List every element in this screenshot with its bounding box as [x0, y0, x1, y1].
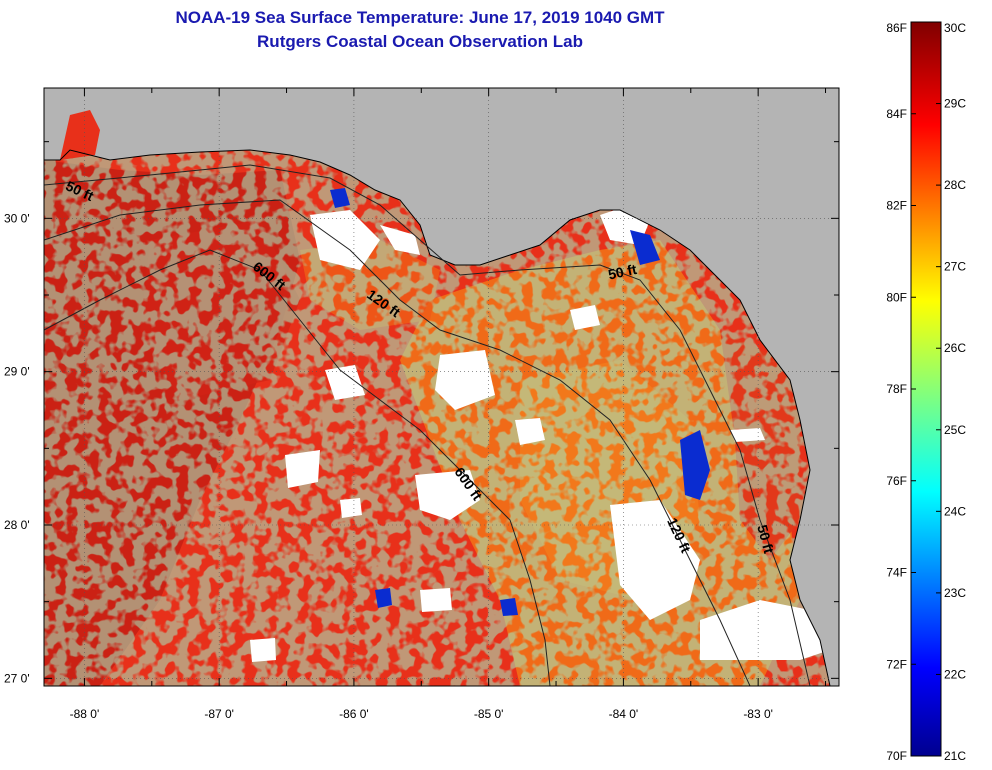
cold-water-patches	[330, 188, 710, 616]
colorbar-ticks	[911, 21, 941, 757]
axis-tick-labels: -88 0' -87 0' -86 0' -85 0' -84 0' -83 0' 30 0…	[4, 211, 773, 721]
map-frame	[43, 87, 840, 687]
colorbar-label-f: 70F	[886, 749, 907, 763]
lat-tick-label: 27 0'	[4, 671, 30, 685]
lat-tick-label: 29 0'	[4, 365, 30, 379]
bathymetry-contours	[44, 164, 811, 686]
colorbar-label-c: 22C	[944, 667, 966, 681]
land-bay-cloud	[380, 225, 420, 255]
chart-title: NOAA-19 Sea Surface Temperature: June 17…	[175, 8, 665, 27]
colorbar-label-c: 23C	[944, 586, 966, 600]
land-florida	[44, 88, 839, 686]
contour-600ft	[44, 249, 551, 686]
lat-lon-grid	[44, 88, 839, 686]
lon-tick-label: -84 0'	[609, 707, 639, 721]
lon-tick-label: -87 0'	[204, 707, 234, 721]
lon-tick-label: -88 0'	[70, 707, 100, 721]
chart-subtitle: Rutgers Coastal Ocean Observation Lab	[257, 32, 583, 51]
land-bay-water	[60, 110, 100, 160]
colorbar-label-c: 27C	[944, 260, 966, 274]
contour-120ft	[44, 199, 751, 686]
lat-tick-label: 30 0'	[4, 211, 30, 225]
contour-50ft	[44, 164, 811, 686]
colorbar-label-f: 74F	[886, 566, 907, 580]
colorbar-label-f: 76F	[886, 474, 907, 488]
axis-ticks	[44, 88, 839, 686]
colorbar-label-c: 24C	[944, 504, 966, 518]
colorbar-label-c: 28C	[944, 178, 966, 192]
lon-tick-label: -85 0'	[474, 707, 504, 721]
colorbar-label-c: 21C	[944, 749, 966, 763]
colorbar-label-c: 26C	[944, 341, 966, 355]
colorbar-label-c: 29C	[944, 97, 966, 111]
contour-label: 50 ft	[607, 261, 639, 283]
colorbar-label-f: 82F	[886, 199, 907, 213]
contour-label: 50 ft	[754, 523, 777, 555]
colorbar-label-f: 80F	[886, 290, 907, 304]
colorbar-label-c: 25C	[944, 423, 966, 437]
colorbar-label-f: 84F	[886, 107, 907, 121]
cloud-masks	[250, 205, 830, 662]
colorbar-label-f: 72F	[886, 657, 907, 671]
lon-tick-label: -86 0'	[339, 707, 369, 721]
colorbar-label-f: 78F	[886, 382, 907, 396]
lon-tick-label: -83 0'	[743, 707, 773, 721]
colorbar-label-c: 30C	[944, 21, 966, 35]
coastline	[44, 149, 831, 686]
lat-tick-label: 28 0'	[4, 518, 30, 532]
colorbar-label-f: 86F	[886, 21, 907, 35]
colorbar-labels: 86F 84F 82F 80F 78F 76F 74F 72F 70F 30C 29C 28C 27C 2…	[886, 21, 966, 763]
